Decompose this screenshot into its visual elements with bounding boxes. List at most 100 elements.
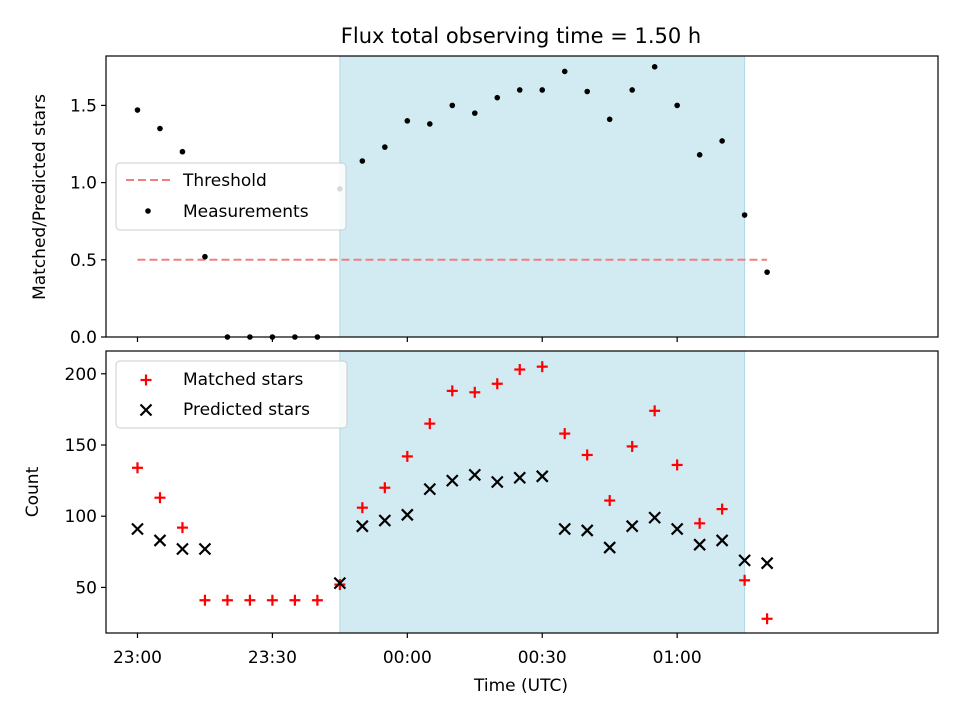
bottom-ytick-label: 200 xyxy=(65,365,97,385)
predicted-star-point-b xyxy=(131,522,144,536)
bottom-observing-span xyxy=(339,350,746,634)
bottom-xtick-label: 23:30 xyxy=(248,648,297,668)
predicted-star-point-b xyxy=(603,541,616,554)
predicted-star-point xyxy=(603,541,616,554)
predicted-star-point-b xyxy=(356,519,369,533)
top-ytick-label: 0.5 xyxy=(70,251,97,271)
matched-star-point xyxy=(581,449,593,461)
predicted-star-point-b xyxy=(670,522,684,536)
bottom-ytick-label: 50 xyxy=(75,578,97,598)
matched-star-point xyxy=(491,378,503,390)
matched-star-point xyxy=(761,613,773,625)
measurement-point xyxy=(764,269,770,275)
bottom-axis-ticks: 50 100 150 200 23:00 23:30 00:00 00:30 01:00 xyxy=(65,365,702,668)
matched-star-point xyxy=(401,450,413,462)
predicted-star-point xyxy=(738,554,751,567)
measurement-point xyxy=(696,152,703,158)
bottom-panel: 50 100 150 200 23:00 23:30 00:00 00:30 01:00 Cou… xyxy=(23,350,939,696)
matched-star-point xyxy=(131,462,143,474)
predicted-star-point-b xyxy=(446,474,459,487)
predicted-star-point xyxy=(648,511,661,524)
bottom-legend-box xyxy=(115,360,348,429)
top-shaded-span xyxy=(339,55,746,338)
predicted-star-point xyxy=(356,519,369,533)
predicted-star-point-b xyxy=(401,508,414,522)
measurement-point xyxy=(359,158,366,164)
measurement-point xyxy=(606,116,613,123)
top-ytick-label: 1.0 xyxy=(70,174,97,194)
legend-predicted-marker-b xyxy=(139,403,153,417)
predicted-star-point xyxy=(131,522,144,536)
predicted-star-point xyxy=(625,519,639,533)
legend-matched-marker xyxy=(140,374,152,386)
top-axis-ticks: 0.0 0.5 1.0 1.5 xyxy=(70,96,678,348)
bottom-shaded-span xyxy=(339,350,746,634)
measurement-point xyxy=(719,138,725,144)
measurement-point xyxy=(134,107,141,113)
matched-star-point xyxy=(716,503,728,515)
predicted-star-point xyxy=(760,556,774,570)
top-panel: 0.0 0.5 1.0 1.5 Matched/Predicted stars Thr… xyxy=(30,55,939,348)
predicted-star-point-b xyxy=(513,471,527,485)
bottom-xtick-label: 00:30 xyxy=(518,648,567,668)
predicted-star-point-b xyxy=(558,522,572,536)
matched-star-point xyxy=(356,502,368,514)
measurement-point xyxy=(539,87,546,93)
matched-star-point xyxy=(446,385,458,397)
predicted-star-point xyxy=(558,522,572,536)
measurement-point xyxy=(157,125,163,132)
legend-measurements-label: Measurements xyxy=(183,202,309,222)
predicted-star-point-b xyxy=(198,542,212,556)
predicted-star-point-b xyxy=(153,534,167,547)
matched-star-point xyxy=(559,428,571,440)
measurement-point xyxy=(561,68,568,75)
predicted-star-point-b xyxy=(648,511,661,524)
matched-star-point xyxy=(221,594,233,606)
predicted-star-point xyxy=(670,522,684,536)
predicted-star-point xyxy=(468,468,482,482)
bottom-series xyxy=(131,361,774,625)
legend-matched-label: Matched stars xyxy=(183,370,303,390)
bottom-axes-frame xyxy=(105,350,939,634)
predicted-star-point-b xyxy=(378,514,392,527)
predicted-star-point-b xyxy=(468,468,482,482)
predicted-star-point xyxy=(401,508,414,522)
matched-star-point xyxy=(604,495,616,507)
matched-star-point xyxy=(311,594,323,606)
matched-star-point xyxy=(244,594,256,606)
predicted-star-point xyxy=(423,482,437,496)
measurement-point xyxy=(449,102,456,109)
predicted-star-point xyxy=(490,475,504,489)
matched-star-point xyxy=(739,574,751,586)
bottom-ytick-label: 100 xyxy=(65,507,97,527)
measurement-point xyxy=(516,87,523,93)
matched-star-point xyxy=(469,386,481,398)
legend-matched-swatch xyxy=(140,374,152,386)
top-legend-box xyxy=(115,162,347,231)
legend-measurements-swatch xyxy=(145,208,151,214)
predicted-star-point xyxy=(378,514,392,527)
measurement-point xyxy=(471,110,478,116)
bottom-xtick-label: 01:00 xyxy=(653,648,702,668)
predicted-star-point xyxy=(535,470,549,483)
matched-star-point xyxy=(514,364,526,376)
predicted-star-point-b xyxy=(693,538,706,551)
predicted-star-point xyxy=(715,534,729,547)
top-legend: Threshold Measurements xyxy=(115,162,347,231)
measurement-point xyxy=(584,88,591,95)
predicted-star-point-b xyxy=(333,576,347,590)
matched-star-point xyxy=(536,361,548,373)
top-ylabel: Matched/Predicted stars xyxy=(30,94,50,300)
predicted-star-point-b xyxy=(535,470,549,483)
matched-star-point xyxy=(694,517,706,529)
matched-star-point xyxy=(176,522,188,534)
predicted-star-point-b xyxy=(760,556,774,570)
top-ytick-label: 1.5 xyxy=(70,96,97,116)
bottom-legend: Matched stars Predicted stars xyxy=(115,360,348,429)
measurement-point xyxy=(427,121,433,127)
bottom-ylabel: Count xyxy=(23,466,43,517)
bottom-ytick-label: 150 xyxy=(65,436,97,456)
legend-predicted-marker xyxy=(139,403,153,417)
bottom-xtick-label: 23:00 xyxy=(113,648,162,668)
